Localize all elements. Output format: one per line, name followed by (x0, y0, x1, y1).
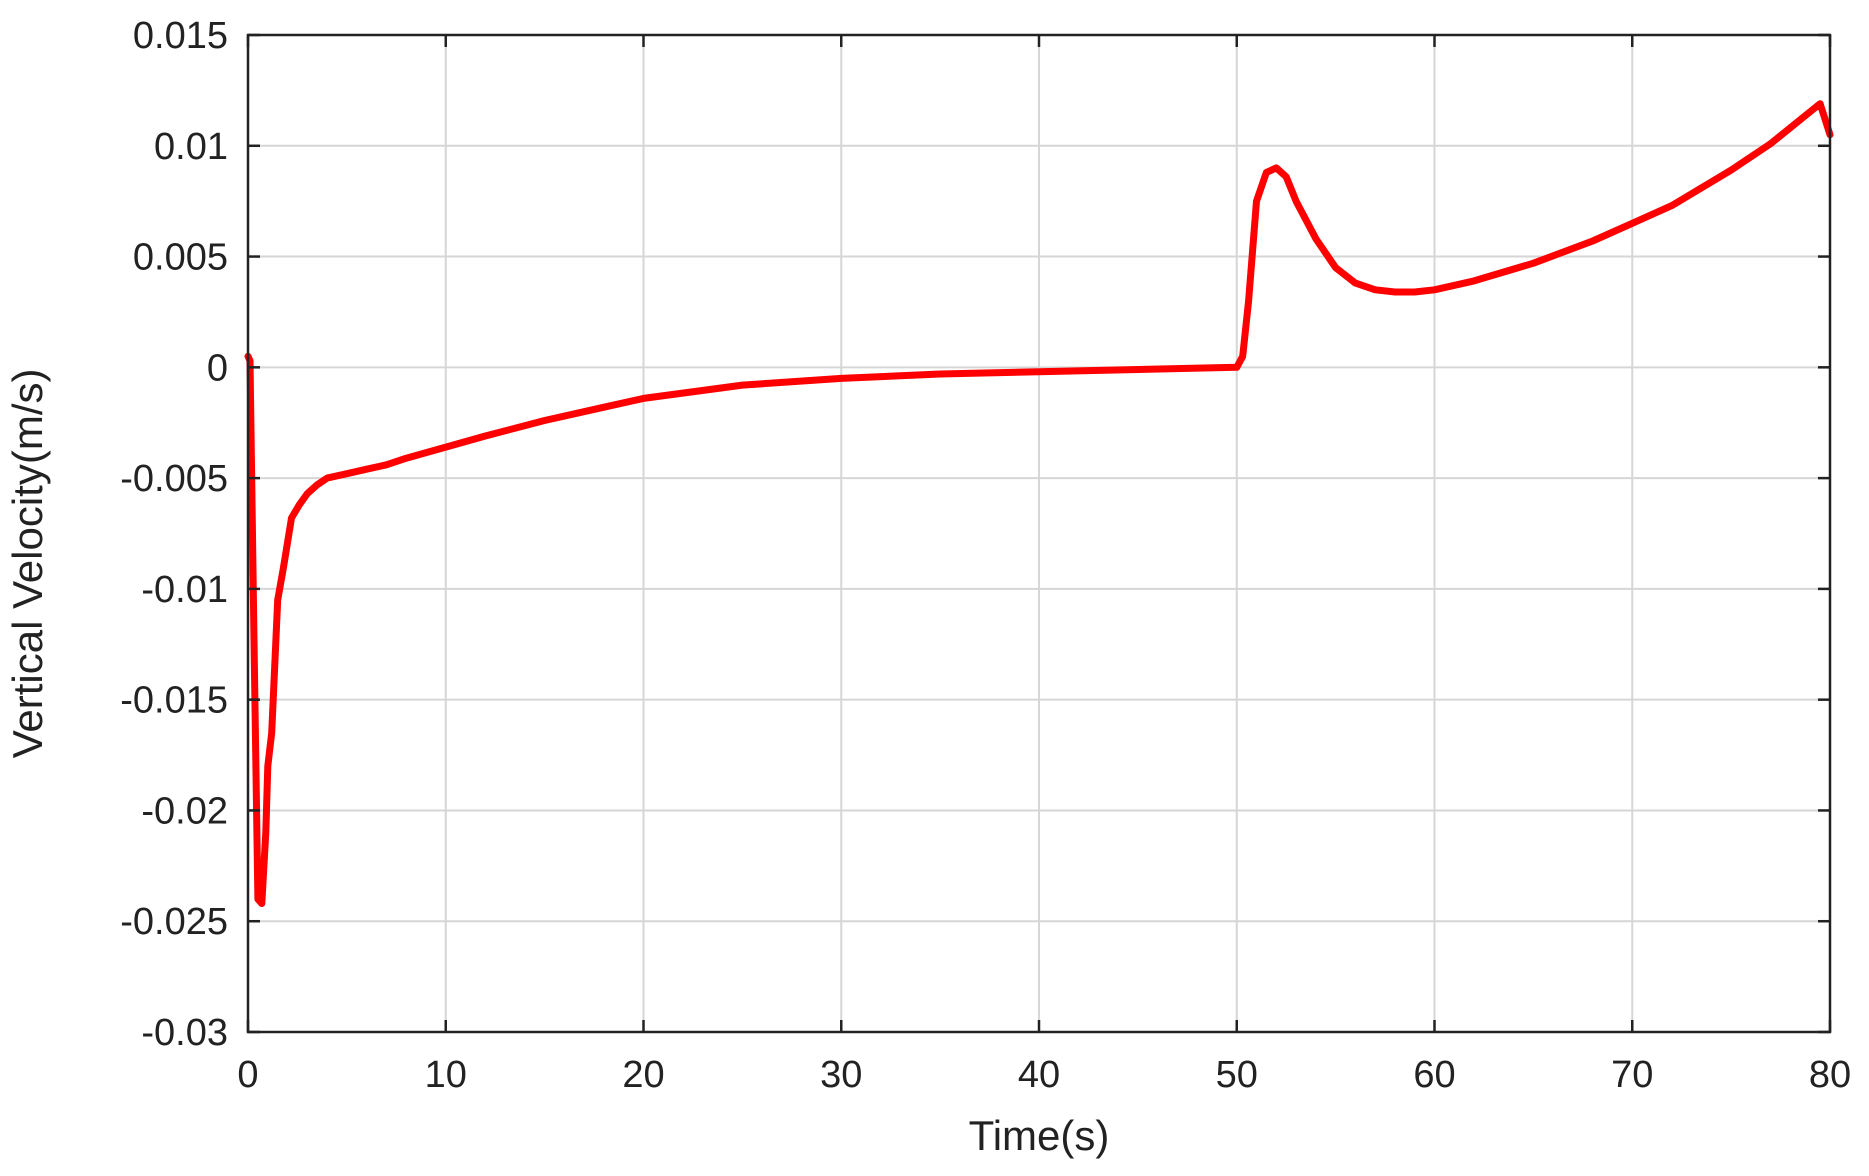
data-point (250, 630, 258, 637)
data-point (1391, 288, 1399, 296)
data-point (1668, 202, 1676, 209)
data-point (1816, 100, 1824, 107)
data-point (363, 466, 370, 473)
data-point (254, 895, 262, 903)
data-point (936, 370, 944, 378)
data-point (262, 829, 269, 836)
data-point (264, 762, 271, 770)
data-point (1245, 297, 1252, 305)
data-point (739, 381, 746, 389)
x-tick-label: 40 (1018, 1054, 1060, 1096)
y-tick-label: 0.015 (133, 15, 228, 57)
y-axis-ticks: 0.015 0.01 0.005 0 -0.005 -0.01 -0.015 -0.02 -0.… (120, 15, 1830, 1054)
x-tick-label: 10 (425, 1054, 467, 1096)
data-point (1282, 173, 1290, 180)
data-point (288, 514, 295, 522)
data-point (1470, 277, 1478, 285)
x-tick-label: 20 (622, 1054, 664, 1096)
grid (248, 35, 1830, 1032)
y-tick-label: 0 (207, 347, 228, 389)
data-point (1589, 237, 1596, 245)
data-point (1332, 264, 1339, 271)
data-point (1411, 288, 1418, 296)
x-tick-label: 0 (237, 1054, 258, 1096)
x-tick-label: 60 (1413, 1054, 1455, 1096)
data-point (1263, 169, 1270, 176)
y-tick-label: 0.005 (133, 237, 228, 279)
data-point (304, 490, 311, 497)
data-point (323, 474, 331, 482)
data-point (1727, 166, 1735, 174)
data-point (268, 729, 275, 737)
data-point (274, 596, 281, 604)
data-point (1431, 286, 1438, 293)
x-axis-label: Time(s) (969, 1112, 1110, 1159)
data-point (1312, 235, 1320, 243)
data-point (403, 454, 410, 462)
data-point (541, 417, 548, 424)
data-point (640, 395, 647, 402)
data-point (296, 501, 303, 508)
data-point (1273, 164, 1280, 172)
data-point (258, 900, 266, 907)
data-point (383, 461, 390, 469)
data-point (838, 375, 845, 382)
data-point (343, 470, 351, 477)
x-axis-ticks: 0 10 20 30 40 50 60 70 80 (237, 35, 1851, 1096)
data-point (280, 563, 287, 570)
x-tick-label: 70 (1611, 1054, 1653, 1096)
y-tick-label: -0.01 (141, 569, 228, 611)
y-tick-label: -0.03 (141, 1012, 228, 1054)
y-tick-label: -0.025 (120, 901, 228, 943)
x-tick-label: 80 (1809, 1054, 1851, 1096)
data-point (1253, 197, 1260, 205)
data-point (1629, 220, 1636, 227)
series-layer (244, 100, 1834, 907)
data-point (314, 481, 321, 488)
data-point (1292, 197, 1300, 205)
y-tick-label: 0.01 (154, 126, 228, 168)
y-tick-label: -0.005 (120, 458, 228, 500)
y-tick-label: -0.015 (120, 680, 228, 722)
data-point (1371, 286, 1379, 293)
data-point (1134, 366, 1142, 373)
y-tick-label: -0.02 (141, 790, 228, 832)
data-point (1233, 364, 1240, 371)
data-point (1035, 368, 1043, 375)
x-tick-label: 30 (820, 1054, 862, 1096)
data-point (1530, 260, 1537, 267)
data-point (1352, 279, 1359, 287)
data-point (600, 404, 608, 411)
y-axis-label: Vertical Velocity(m/s) (4, 369, 51, 759)
data-point (482, 432, 489, 440)
data-point (1767, 140, 1774, 147)
data-point (442, 443, 449, 451)
data-point (1239, 353, 1246, 360)
x-tick-label: 50 (1216, 1054, 1258, 1096)
